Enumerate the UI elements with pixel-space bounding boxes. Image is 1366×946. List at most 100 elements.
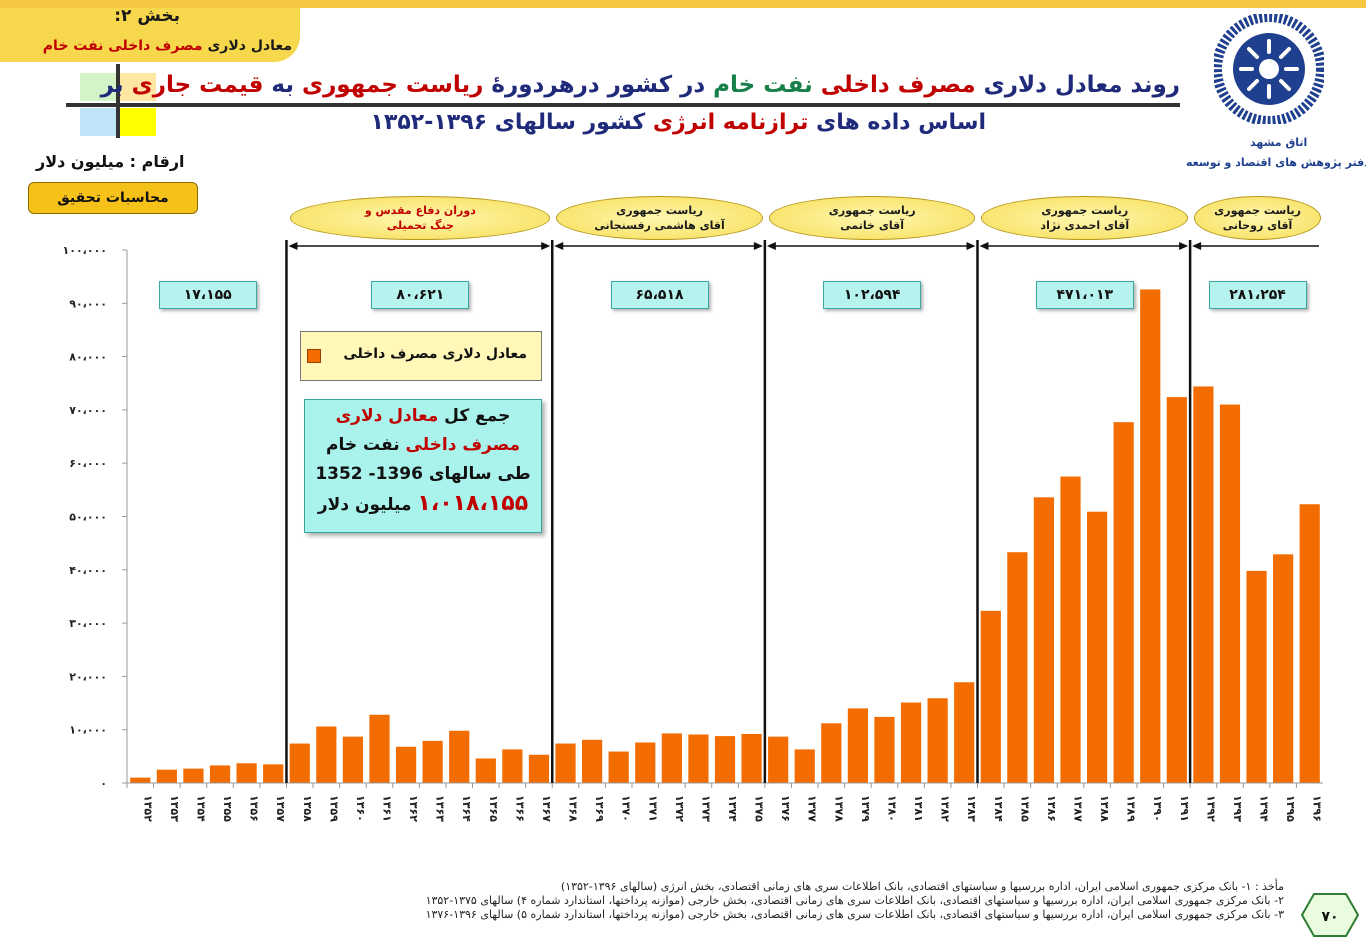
bar-15 xyxy=(528,754,550,783)
bar-41 xyxy=(1219,404,1241,783)
x-tick-label: ۱۳۷۴ xyxy=(726,795,739,822)
arrow-head-left xyxy=(766,242,776,250)
y-tick-label: ۳۰،۰۰۰ xyxy=(69,617,107,630)
bar-5 xyxy=(263,764,284,783)
bar-8 xyxy=(342,736,364,783)
x-tick-label: ۱۳۵۲ xyxy=(141,795,154,822)
y-tick-label: ۲۰،۰۰۰ xyxy=(69,670,107,683)
x-tick-label: ۱۳۹۱ xyxy=(1178,795,1191,822)
decor-vertical-line xyxy=(116,64,120,138)
x-tick-label: ۱۳۵۴ xyxy=(194,795,207,822)
x-tick-label: ۱۳۵۹ xyxy=(327,795,340,822)
x-tick-label: ۱۳۵۷ xyxy=(274,795,287,822)
x-tick-label: ۱۳۷۷ xyxy=(806,795,819,822)
bar-24 xyxy=(768,736,789,783)
legend-label: معادل دلاری مصرف داخلی xyxy=(343,346,527,362)
decor-square-green xyxy=(80,73,116,101)
page-number: ۷۰ xyxy=(1321,909,1338,925)
x-tick-label: ۱۳۷۵ xyxy=(753,795,766,822)
x-tick-label: ۱۳۶۹ xyxy=(593,795,606,822)
sources-note: مأخذ : ۱- بانک مرکزی جمهوری اسلامی ایران… xyxy=(426,880,1284,922)
x-tick-label: ۱۳۵۵ xyxy=(221,795,234,822)
x-tick-label: ۱۳۸۹ xyxy=(1125,795,1138,822)
bar-17 xyxy=(582,739,603,783)
y-tick-label: ۶۰،۰۰۰ xyxy=(69,457,107,470)
bar-31 xyxy=(954,682,975,783)
x-tick-label: ۱۳۸۶ xyxy=(1045,795,1058,822)
title1-part: ریاست جمهوری xyxy=(293,72,484,98)
bar-26 xyxy=(821,723,842,783)
y-tick-label: ۱۰۰،۰۰۰ xyxy=(63,244,107,257)
title2-part: اساس داده های xyxy=(808,110,986,135)
calculation-badge: محاسبات تحقیق xyxy=(28,182,198,214)
bar-29 xyxy=(900,702,922,783)
period-label: ریاست جمهوری آقای روحانی xyxy=(1194,196,1321,240)
title2-part: کشور سالهای ۱۳۹۶-۱۳۵۲ xyxy=(370,110,646,135)
bar-1 xyxy=(156,769,177,783)
title1-part: بر xyxy=(100,72,124,98)
section-tab xyxy=(0,8,300,62)
bar-7 xyxy=(316,726,337,783)
chamber-of-commerce-logo-icon xyxy=(1214,14,1324,124)
x-tick-label: ۱۳۹۵ xyxy=(1284,795,1297,822)
y-tick-label: ۰ xyxy=(100,777,107,790)
decor-square-yellow xyxy=(120,108,156,136)
arrow-head-left xyxy=(979,242,989,250)
period-label: ریاست جمهوری آقای خاتمی xyxy=(768,196,976,240)
bar-3 xyxy=(209,765,231,783)
x-tick-label: ۱۳۷۲ xyxy=(673,795,686,822)
x-tick-label: ۱۳۶۰ xyxy=(354,795,367,822)
bar-37 xyxy=(1113,422,1134,783)
bar-10 xyxy=(395,746,417,783)
y-tick-label: ۴۰،۰۰۰ xyxy=(69,564,107,577)
x-tick-label: ۱۳۸۵ xyxy=(1018,795,1031,822)
x-tick-label: ۱۳۸۰ xyxy=(885,795,898,822)
x-tick-label: ۱۳۸۳ xyxy=(965,795,978,822)
x-tick-label: ۱۳۶۲ xyxy=(407,795,420,822)
x-tick-label: ۱۳۸۸ xyxy=(1098,795,1111,822)
x-tick-label: ۱۳۶۱ xyxy=(380,795,393,822)
units-label: ارقام : میلیون دلار xyxy=(36,152,185,171)
page-number-badge: ۷۰ xyxy=(1300,893,1360,937)
period-total: ۲۸۱،۲۵۴ xyxy=(1208,281,1307,309)
org-name: اتاق مشهد xyxy=(1250,136,1308,149)
section-number: بخش ۲: xyxy=(114,6,180,26)
bar-42 xyxy=(1246,570,1267,783)
bar-33 xyxy=(1007,552,1028,783)
bar-32 xyxy=(980,610,1001,783)
period-total: ۸۰،۶۲۱ xyxy=(371,281,470,309)
bar-43 xyxy=(1273,554,1294,783)
x-tick-label: ۱۳۷۱ xyxy=(646,795,659,822)
chart-title-line1: روند معادل دلاری مصرف داخلی نفت خام در ک… xyxy=(101,72,1180,98)
bar-22 xyxy=(714,736,736,783)
period-label: ریاست جمهوری آقای احمدی نژاد xyxy=(981,196,1189,240)
period-label: ریاست جمهوری آقای هاشمی رفسنجانی xyxy=(556,196,763,240)
bar-30 xyxy=(927,698,948,783)
x-tick-label: ۱۳۸۱ xyxy=(912,795,925,822)
x-tick-label: ۱۳۶۴ xyxy=(460,795,473,822)
bar-40 xyxy=(1193,386,1214,783)
period-total: ۴۷۱،۰۱۳ xyxy=(1035,281,1134,309)
x-tick-label: ۱۳۷۳ xyxy=(699,795,712,822)
grand-total-box: جمع کل معادل دلاری مصرف داخلی نفت خام طی… xyxy=(304,399,542,533)
top-accent-bar xyxy=(0,0,1366,8)
bar-18 xyxy=(608,751,629,783)
x-tick-label: ۱۳۶۵ xyxy=(487,795,500,822)
x-tick-label: ۱۳۶۸ xyxy=(567,795,580,822)
bar-4 xyxy=(236,763,257,783)
legend-swatch xyxy=(307,349,321,363)
x-tick-label: ۱۳۷۶ xyxy=(779,795,792,822)
bar-25 xyxy=(794,749,815,783)
arrow-head-right xyxy=(966,242,976,250)
y-tick-label: ۸۰،۰۰۰ xyxy=(69,351,107,364)
title2-part: ترازنامه انرژی xyxy=(645,110,809,135)
bar-35 xyxy=(1060,476,1081,783)
x-tick-label: ۱۳۵۳ xyxy=(168,795,181,822)
y-tick-label: ۹۰،۰۰۰ xyxy=(69,297,107,310)
decor-square-blue xyxy=(80,108,116,136)
chart-legend: معادل دلاری مصرف داخلی xyxy=(300,331,542,381)
title1-part: معادل دلاری xyxy=(975,72,1123,98)
section-subtitle: معادل دلاری مصرف داخلی نفت خام xyxy=(42,38,292,54)
bar-36 xyxy=(1086,511,1108,783)
